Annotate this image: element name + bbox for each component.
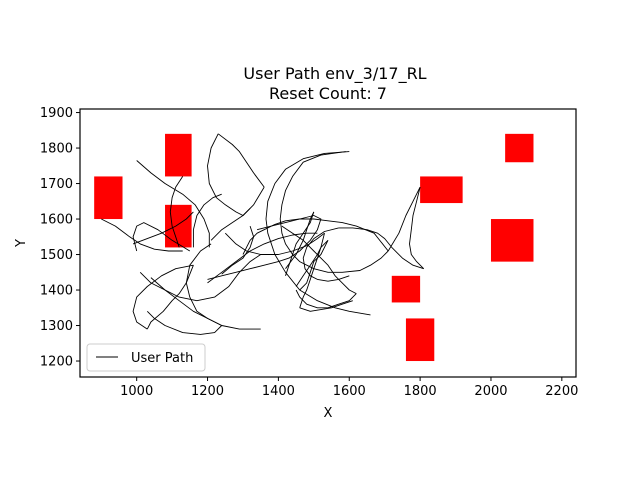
y-tick-label: 1200 [40, 355, 73, 370]
x-tick-label: 2200 [545, 384, 578, 399]
obstacle-5 [505, 133, 534, 163]
obstacle-8 [405, 318, 435, 362]
user-path-segment-10 [207, 133, 265, 216]
user-path-segment-4 [146, 265, 194, 330]
user-path-segment-26 [409, 186, 425, 270]
legend-box [86, 343, 206, 372]
obstacle-3 [165, 204, 192, 248]
user-path-segment-16 [207, 232, 318, 284]
legend: User Path [86, 343, 206, 372]
chart-title: User Path env_3/17_RL [243, 64, 426, 84]
user-path-segment-29 [192, 193, 222, 248]
obstacle-7 [391, 275, 421, 303]
user-path-segment-28 [302, 227, 350, 282]
x-tick-label: 1200 [191, 384, 224, 399]
user-path-segment-34 [221, 225, 255, 275]
user-path-segment-3 [132, 222, 191, 252]
y-tick-label: 1700 [40, 177, 73, 192]
obstacle-4 [420, 176, 463, 204]
user-path-segment-9 [146, 310, 223, 335]
y-axis-label: Y [14, 239, 29, 248]
user-path-segment-25 [387, 186, 421, 252]
user-path-segment-24 [299, 300, 353, 312]
y-tick-label: 1500 [40, 248, 73, 263]
user-path-segment-22 [295, 289, 357, 309]
user-path-segment-20 [299, 240, 329, 291]
user-path-segment-13 [242, 218, 389, 255]
user-path-segment-2 [136, 160, 210, 248]
x-axis-ticks: 1000 1200 1400 1600 1800 2000 2200 [120, 377, 578, 399]
user-path-segment-23 [299, 233, 325, 308]
obstacle-1 [94, 176, 123, 220]
user-path-segment-1 [265, 151, 371, 316]
user-path-layer [101, 133, 425, 335]
user-path-segment-14 [224, 232, 325, 255]
user-path-segment-12 [279, 151, 389, 273]
user-path-segment-17 [285, 211, 315, 269]
x-tick-label: 2000 [474, 384, 507, 399]
legend-label: User Path [131, 351, 193, 366]
y-tick-label: 1800 [40, 142, 73, 157]
user-path-segment-30 [169, 176, 184, 248]
user-path-segment-7 [185, 243, 261, 330]
x-tick-label: 1800 [404, 384, 437, 399]
y-tick-label: 1400 [40, 284, 73, 299]
y-tick-label: 1300 [40, 319, 73, 334]
x-tick-label: 1400 [262, 384, 295, 399]
user-path-segment-18 [285, 211, 315, 276]
user-path-segment-8 [150, 277, 222, 326]
user-path-segment-33 [210, 208, 251, 241]
obstacles-layer [94, 133, 534, 362]
user-path-segment-5 [132, 264, 194, 330]
user-path-segment-19 [295, 239, 329, 287]
user-path-segment-15 [207, 215, 322, 280]
obstacle-6 [490, 219, 534, 262]
y-axis-ticks: 1200 1300 1400 1500 1600 1700 1800 1900 [40, 106, 80, 370]
x-tick-label: 1000 [120, 384, 153, 399]
x-tick-label: 1600 [333, 384, 366, 399]
y-tick-label: 1900 [40, 106, 73, 121]
user-path-segment-6 [139, 254, 261, 302]
plot-frame [79, 108, 577, 378]
user-path-segment-27 [338, 227, 424, 270]
x-axis-label: X [324, 406, 333, 421]
user-path-segment-32 [101, 218, 183, 252]
obstacle-2 [165, 133, 192, 177]
chart-subtitle: Reset Count: 7 [269, 84, 387, 103]
user-path-segment-21 [281, 225, 357, 295]
user-path-segment-31 [132, 211, 194, 245]
y-tick-label: 1600 [40, 213, 73, 228]
user-path-segment-11 [217, 133, 265, 188]
